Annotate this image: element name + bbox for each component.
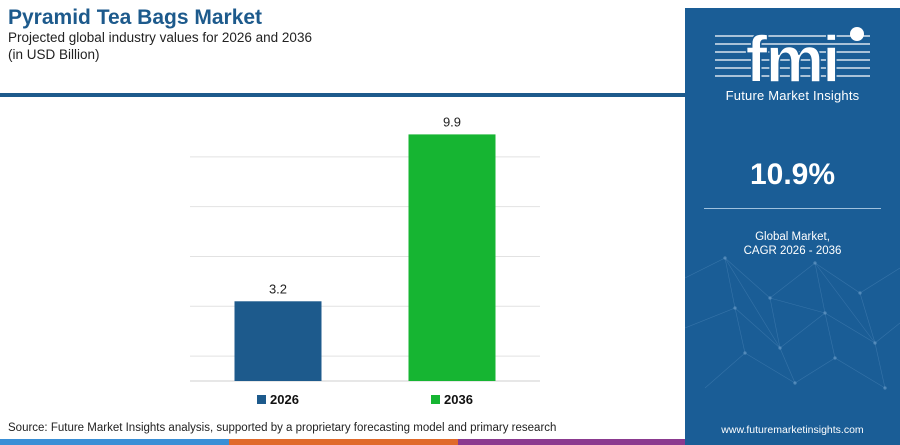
cagr-value: 10.9% [749, 158, 836, 191]
footer-color-segment [229, 439, 458, 445]
source-note: Source: Future Market Insights analysis,… [8, 422, 557, 434]
cagr-label-line-2: CAGR 2026 - 2036 [743, 245, 842, 257]
bar-chart: 3.2 9.9 2026 2036 [190, 114, 540, 407]
side-panel: fmi Future Market Insights 10.9% Global … [685, 8, 900, 445]
panel-network-pattern [685, 256, 900, 390]
fmi-logo-text: fmi [746, 22, 839, 88]
cagr-label-line-1: Global Market, [755, 231, 830, 243]
subtitle-line-1: Projected global industry values for 202… [8, 30, 312, 45]
footer-color-segment [458, 439, 685, 445]
bar-2036 [408, 134, 496, 381]
website-link[interactable]: www.futuremarketinsights.com [721, 424, 864, 436]
legend-label-2026: 2026 [270, 392, 299, 407]
fmi-logo: fmi [715, 22, 870, 88]
fmi-logo-subtitle: Future Market Insights [725, 88, 860, 103]
data-label-2036: 9.9 [443, 114, 461, 129]
globe-icon [850, 27, 864, 41]
header-divider [0, 93, 685, 97]
page-title: Pyramid Tea Bags Market [8, 6, 263, 29]
data-label-2026: 3.2 [269, 281, 287, 296]
footer-color-segment [0, 439, 229, 445]
cagr-label: Global Market, CAGR 2026 - 2036 [685, 230, 900, 258]
page-subtitle: Projected global industry values for 202… [8, 29, 312, 63]
legend-swatch-2036 [431, 395, 440, 404]
subtitle-line-2: (in USD Billion) [8, 47, 100, 62]
bar-2026 [234, 301, 322, 381]
panel-divider [704, 208, 881, 209]
legend-label-2036: 2036 [444, 392, 473, 407]
legend-swatch-2026 [257, 395, 266, 404]
